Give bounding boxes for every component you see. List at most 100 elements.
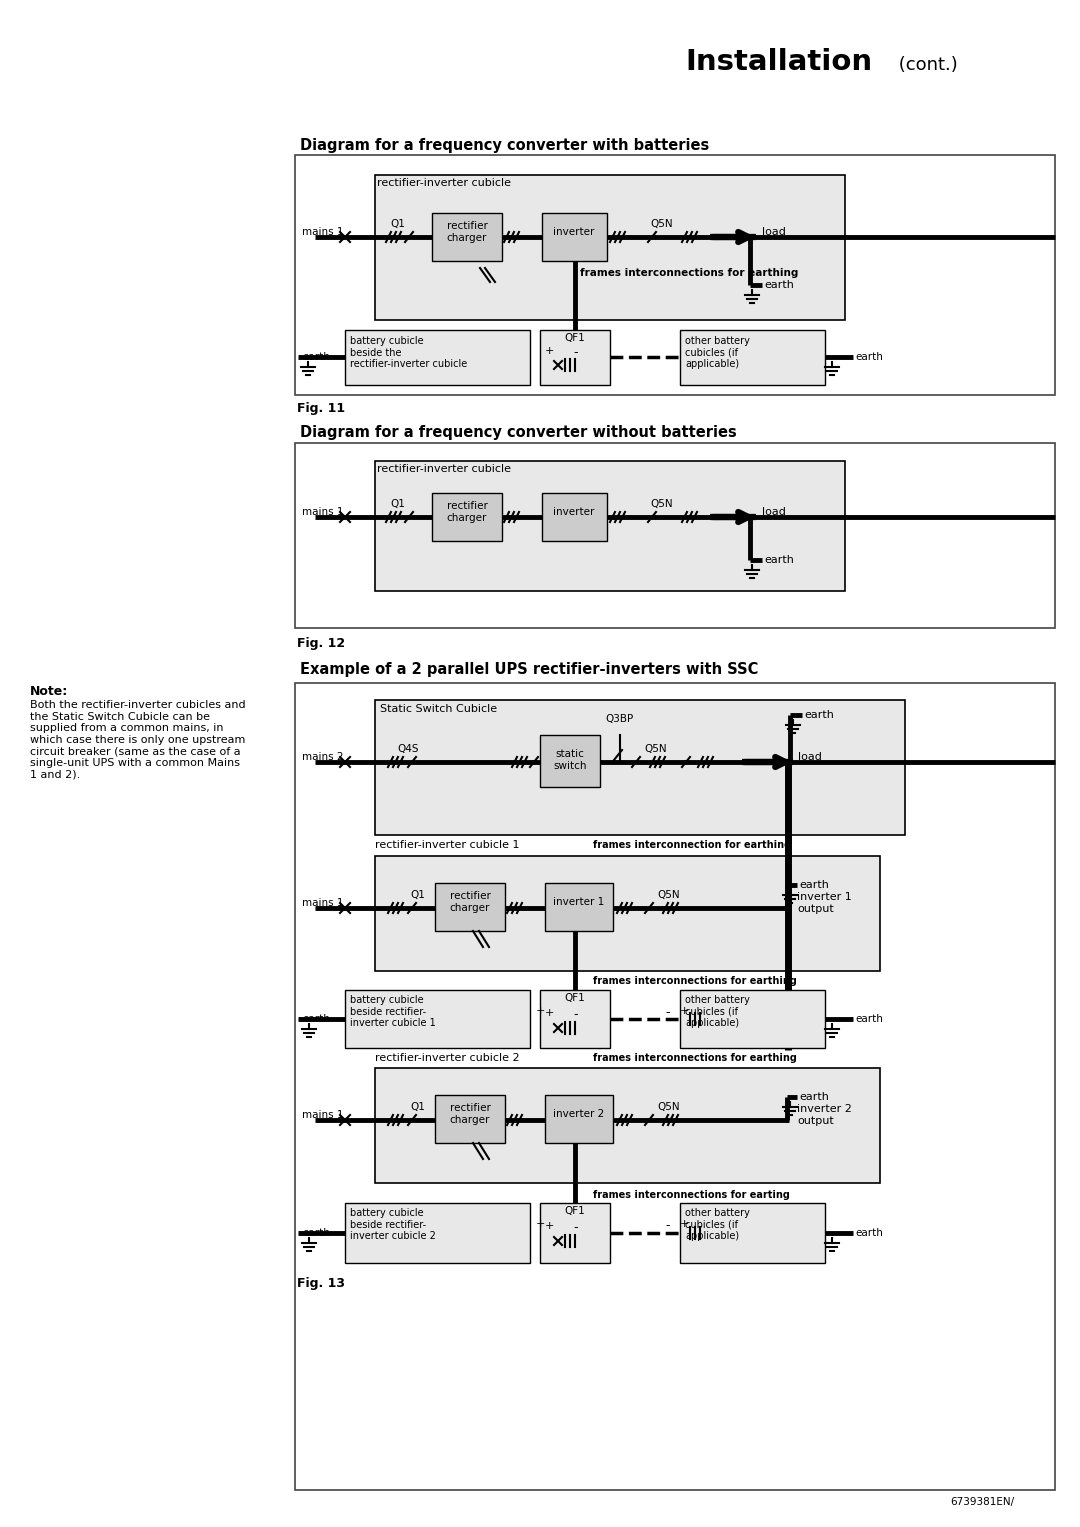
Text: Diagram for a frequency converter with batteries: Diagram for a frequency converter with b… bbox=[300, 137, 710, 153]
Text: rectifier-inverter cubicle 1: rectifier-inverter cubicle 1 bbox=[375, 840, 519, 851]
Text: +: + bbox=[536, 1219, 545, 1229]
Text: load: load bbox=[762, 507, 786, 518]
Text: mains 1: mains 1 bbox=[302, 1110, 343, 1119]
Bar bbox=[545, 1095, 613, 1144]
Bar bbox=[542, 493, 607, 541]
Text: Q1: Q1 bbox=[391, 218, 405, 229]
Text: inverter 1: inverter 1 bbox=[553, 896, 605, 907]
Text: rectifier
charger: rectifier charger bbox=[449, 890, 490, 913]
Text: Installation: Installation bbox=[685, 47, 873, 76]
Text: +: + bbox=[536, 1006, 545, 1015]
Text: static
switch: static switch bbox=[553, 750, 586, 771]
Bar bbox=[375, 1067, 880, 1183]
Text: rectifier-inverter cubicle 2: rectifier-inverter cubicle 2 bbox=[375, 1054, 519, 1063]
Bar bbox=[432, 212, 502, 261]
Text: +: + bbox=[545, 347, 554, 356]
Text: mains 1: mains 1 bbox=[302, 228, 343, 237]
Bar bbox=[375, 461, 845, 591]
Text: inverter: inverter bbox=[553, 507, 595, 518]
Bar bbox=[345, 989, 530, 1048]
Bar bbox=[375, 857, 880, 971]
Text: mains 1: mains 1 bbox=[302, 507, 343, 518]
Text: Q5N: Q5N bbox=[650, 499, 673, 508]
Text: earth: earth bbox=[855, 1228, 882, 1238]
Text: +: + bbox=[680, 1006, 689, 1015]
Text: earth: earth bbox=[764, 554, 794, 565]
Text: -: - bbox=[573, 1222, 578, 1234]
Text: -: - bbox=[573, 1008, 578, 1022]
Text: earth: earth bbox=[302, 1014, 329, 1025]
Text: -: - bbox=[573, 347, 578, 359]
Text: Fig. 11: Fig. 11 bbox=[297, 402, 346, 415]
Text: Q3BP: Q3BP bbox=[606, 715, 634, 724]
Bar bbox=[345, 330, 530, 385]
Bar bbox=[295, 683, 1055, 1490]
Text: inverter 2: inverter 2 bbox=[553, 1109, 605, 1119]
Text: QF1: QF1 bbox=[565, 993, 585, 1003]
Text: load: load bbox=[798, 751, 822, 762]
Text: earth: earth bbox=[855, 353, 882, 362]
Text: Example of a 2 parallel UPS rectifier-inverters with SSC: Example of a 2 parallel UPS rectifier-in… bbox=[300, 663, 758, 676]
Text: Q4S: Q4S bbox=[397, 744, 419, 754]
Text: rectifier-inverter cubicle: rectifier-inverter cubicle bbox=[377, 179, 511, 188]
Text: Q1: Q1 bbox=[391, 499, 405, 508]
Bar bbox=[540, 989, 610, 1048]
Bar bbox=[345, 1203, 530, 1263]
Bar bbox=[435, 1095, 505, 1144]
Bar bbox=[295, 443, 1055, 628]
Text: frames interconnection for earthing: frames interconnection for earthing bbox=[593, 840, 792, 851]
Text: earth: earth bbox=[804, 710, 834, 721]
Text: rectifier
charger: rectifier charger bbox=[446, 221, 487, 243]
Text: other battery
cubicles (if
applicable): other battery cubicles (if applicable) bbox=[685, 336, 750, 370]
Bar bbox=[680, 1203, 825, 1263]
Text: battery cubicle
beside rectifier-
inverter cubicle 1: battery cubicle beside rectifier- invert… bbox=[350, 996, 435, 1028]
Text: Note:: Note: bbox=[30, 686, 68, 698]
Text: mains 1: mains 1 bbox=[302, 898, 343, 909]
Text: rectifier
charger: rectifier charger bbox=[449, 1102, 490, 1124]
Text: Q5N: Q5N bbox=[650, 218, 673, 229]
Bar bbox=[435, 883, 505, 931]
Text: +: + bbox=[545, 1222, 554, 1231]
Text: 6739381EN/: 6739381EN/ bbox=[950, 1496, 1014, 1507]
Text: Q5N: Q5N bbox=[644, 744, 666, 754]
Text: Q1: Q1 bbox=[410, 1102, 426, 1112]
Text: earth: earth bbox=[799, 880, 828, 890]
Text: Fig. 12: Fig. 12 bbox=[297, 637, 346, 651]
Text: earth: earth bbox=[855, 1014, 882, 1025]
Text: Q5N: Q5N bbox=[657, 1102, 679, 1112]
Text: earth: earth bbox=[302, 353, 329, 362]
Text: inverter 1
output: inverter 1 output bbox=[797, 892, 852, 913]
Bar bbox=[680, 989, 825, 1048]
Text: QF1: QF1 bbox=[565, 1206, 585, 1215]
Text: +: + bbox=[680, 1219, 689, 1229]
Text: Q1: Q1 bbox=[410, 890, 426, 899]
Text: -: - bbox=[665, 1006, 670, 1019]
Text: +: + bbox=[545, 1008, 554, 1019]
Text: Q5N: Q5N bbox=[657, 890, 679, 899]
Bar bbox=[375, 176, 845, 321]
Text: other battery
cubicles (if
applicable): other battery cubicles (if applicable) bbox=[685, 1208, 750, 1241]
Text: Fig. 13: Fig. 13 bbox=[297, 1277, 345, 1290]
Text: battery cubicle
beside rectifier-
inverter cubicle 2: battery cubicle beside rectifier- invert… bbox=[350, 1208, 436, 1241]
Text: mains 2: mains 2 bbox=[302, 751, 343, 762]
Bar bbox=[375, 699, 905, 835]
Bar bbox=[432, 493, 502, 541]
Text: -: - bbox=[665, 1219, 670, 1232]
Bar bbox=[295, 156, 1055, 395]
Text: frames interconnections for earthing: frames interconnections for earthing bbox=[593, 1054, 797, 1063]
Bar bbox=[542, 212, 607, 261]
Bar bbox=[680, 330, 825, 385]
Text: Both the rectifier-inverter cubicles and
the Static Switch Cubicle can be
suppli: Both the rectifier-inverter cubicles and… bbox=[30, 699, 245, 780]
Text: earth: earth bbox=[764, 279, 794, 290]
Text: load: load bbox=[762, 228, 786, 237]
Text: QF1: QF1 bbox=[565, 333, 585, 344]
Text: frames interconnections for earthing: frames interconnections for earthing bbox=[580, 269, 798, 278]
Text: frames interconnections for earthing: frames interconnections for earthing bbox=[593, 976, 797, 986]
Text: battery cubicle
beside the
rectifier-inverter cubicle: battery cubicle beside the rectifier-inv… bbox=[350, 336, 468, 370]
Text: inverter: inverter bbox=[553, 228, 595, 237]
Text: (cont.): (cont.) bbox=[893, 56, 958, 73]
Text: earth: earth bbox=[302, 1228, 329, 1238]
Text: other battery
cubicles (if
applicable): other battery cubicles (if applicable) bbox=[685, 996, 750, 1028]
Text: inverter 2
output: inverter 2 output bbox=[797, 1104, 852, 1125]
Text: Static Switch Cubicle: Static Switch Cubicle bbox=[380, 704, 497, 715]
